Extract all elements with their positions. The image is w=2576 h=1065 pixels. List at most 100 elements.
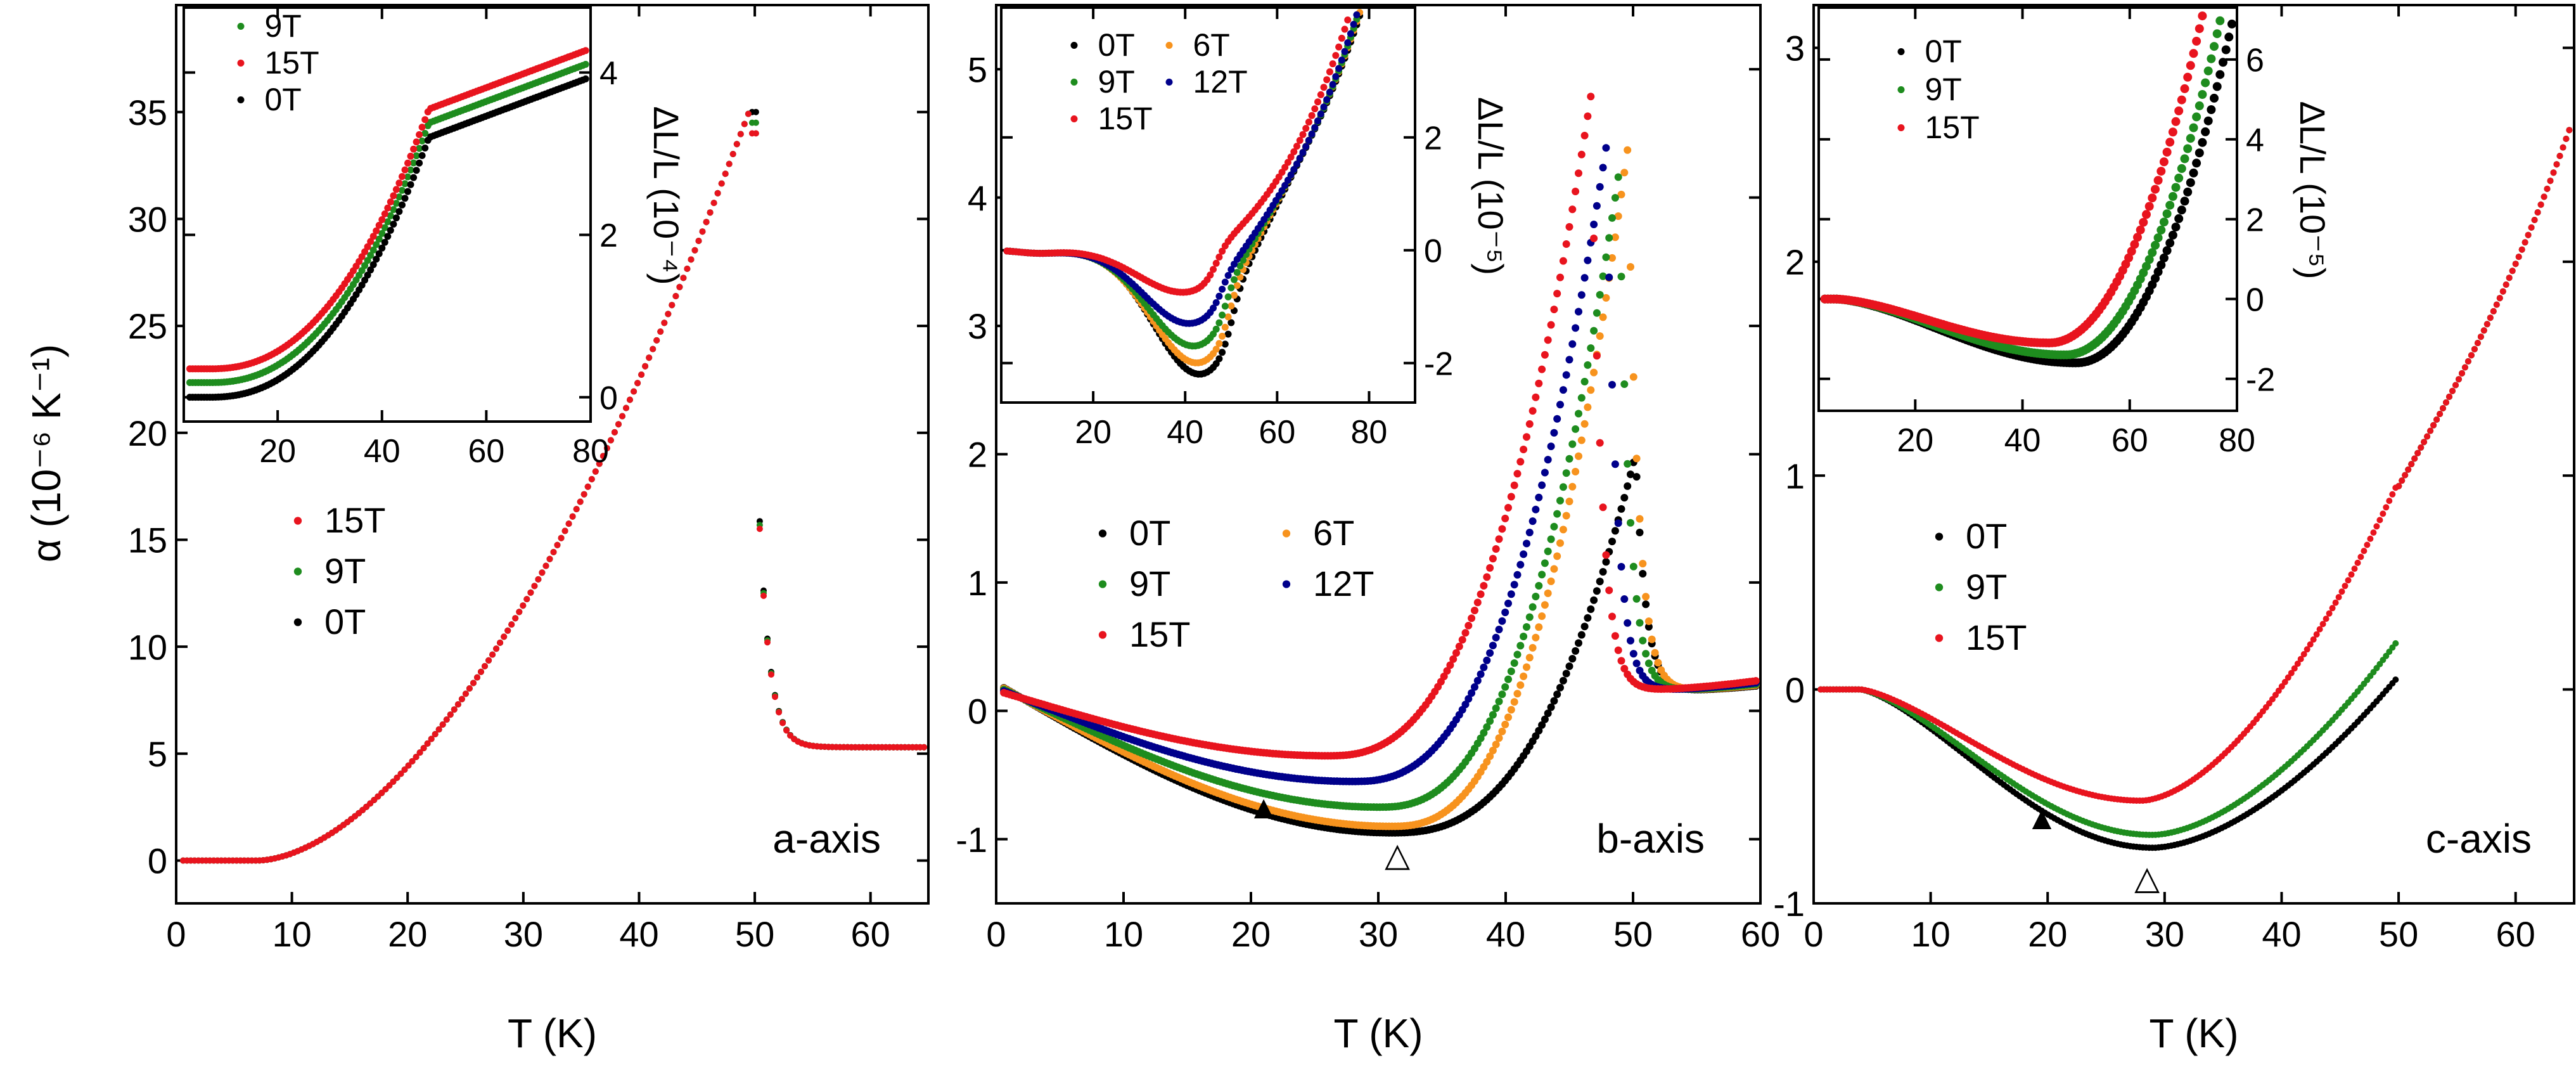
panel-b-point-15T	[1504, 503, 1512, 512]
panel-b-point-6T	[1562, 512, 1570, 520]
panel-a-series-15T	[180, 110, 928, 864]
panel-b-point-6T	[1644, 617, 1653, 625]
panel-c-point-15T	[2477, 333, 2484, 340]
panel-b-inset-x-tick-label: 60	[1259, 414, 1295, 451]
panel-c-main-legend-label-9T: 9T	[1966, 567, 2007, 607]
panel-a-point-15T	[531, 583, 538, 590]
panel-b-inset-point-12T	[1308, 130, 1316, 138]
panel-a-inset-point-0T	[375, 250, 383, 257]
panel-b-point-15T	[1541, 351, 1549, 359]
panel-b-point-12T	[1627, 636, 1634, 645]
panel-c-inset-point-15T	[2153, 176, 2163, 185]
panel-b-point-9T	[1639, 636, 1647, 645]
panel-c-point-15T	[2553, 161, 2560, 168]
panel-b-point-15T	[1480, 582, 1488, 590]
panel-b-point-6T	[1568, 482, 1577, 491]
panel-b-inset-point-12T	[1332, 73, 1340, 81]
panel-a-point-9T	[752, 119, 759, 126]
panel-c-point-15T	[2348, 571, 2355, 578]
panel-b-inset-point-12T	[1320, 103, 1328, 111]
panel-a-inset-y-tick-label: 0	[599, 380, 618, 416]
panel-b-point-12T	[1559, 386, 1567, 394]
panel-b-inset-point-12T	[1314, 117, 1321, 125]
panel-b-y-tick-label: 2	[968, 435, 987, 475]
panel-b-inset-y-tick-label: -2	[1424, 345, 1453, 382]
panel-a-inset-point-0T	[364, 271, 371, 279]
panel-a-point-15T	[428, 735, 435, 742]
panel-c-point-15T	[2284, 674, 2291, 681]
panel-b-point-6T	[1535, 623, 1543, 631]
panel-b-point-6T	[1559, 526, 1567, 534]
panel-b-inset-point-12T	[1341, 48, 1349, 55]
panel-a-point-15T	[726, 160, 733, 167]
panel-c-point-15T	[2496, 295, 2503, 302]
panel-b-point-15T	[1458, 636, 1466, 644]
panel-c-point-15T	[2345, 577, 2352, 584]
panel-b-point-9T	[1556, 496, 1564, 505]
panel-b-inset-point-12T	[1350, 20, 1357, 28]
panel-b-point-9T	[1617, 273, 1625, 281]
panel-c-x-tick-label: 60	[2496, 914, 2535, 954]
panel-b-point-12T	[1483, 656, 1491, 664]
panel-a-main-legend-marker-15T	[293, 517, 302, 525]
panel-a-inset-point-15T	[369, 233, 377, 240]
panel-b-point-12T	[1498, 617, 1506, 625]
panel-b-point-12T	[1592, 202, 1601, 210]
panel-b-point-9T	[1507, 668, 1515, 675]
panel-a-inset-point-0T	[392, 214, 400, 222]
panel-c-inset-point-0T	[2215, 70, 2225, 79]
panel-a-inset-point-15T	[410, 145, 418, 153]
panel-b-inset-point-15T	[1329, 60, 1336, 68]
panel-b-inset-point-12T	[1278, 187, 1286, 195]
panel-c-inset-x-tick-label: 40	[2004, 422, 2041, 459]
panel-b-point-9T	[1587, 344, 1595, 352]
panel-b-point-12T	[1477, 670, 1485, 678]
panel-a-point-15T	[627, 396, 633, 403]
panel-b-point-0T	[1550, 697, 1558, 705]
panel-a-point-15T	[523, 596, 530, 603]
panel-b-inset-x-tick-label: 20	[1075, 414, 1112, 451]
panel-b-point-6T	[1572, 468, 1580, 475]
panel-c-inset-point-0T	[2195, 148, 2204, 158]
panel-c-inset-point-0T	[2165, 238, 2175, 248]
panel-b-point-0T	[1538, 721, 1546, 729]
panel-a-inset-point-9T	[390, 206, 397, 214]
panel-c-point-15T	[2291, 665, 2298, 672]
panel-b-point-12T	[1507, 590, 1515, 598]
panel-b-inset-x-tick-label: 80	[1351, 414, 1388, 451]
panel-c-point-15T	[2332, 599, 2339, 606]
panel-b-point-6T	[1486, 752, 1494, 760]
panel-c-point-15T	[2405, 466, 2412, 473]
panel-a-point-15T	[714, 190, 721, 197]
panel-b-point-9T	[1480, 729, 1488, 737]
panel-a-point-15T	[607, 437, 614, 444]
panel-a-point-15T	[718, 180, 725, 187]
panel-b-inset-legend-marker-9T	[1070, 79, 1078, 86]
panel-b-point-12T	[1501, 609, 1509, 616]
panel-c-point-15T	[2437, 411, 2444, 417]
panel-a-point-15T	[420, 745, 427, 752]
panel-a-inset-point-15T	[582, 47, 589, 55]
panel-a-y-tick-label: 5	[148, 734, 167, 774]
panel-a-x-tick-label: 40	[619, 914, 658, 954]
panel-b-point-9T	[1572, 425, 1580, 433]
panel-c-point-15T	[2468, 352, 2475, 359]
panel-a-inset-series-15T	[186, 47, 589, 373]
panel-b-point-12T	[1525, 529, 1534, 536]
panel-b-point-9T	[1535, 582, 1543, 590]
panel-b-inset-y-tick-label: 0	[1424, 233, 1442, 269]
panel-c-inset-point-15T	[2195, 24, 2204, 34]
panel-c-point-15T	[2490, 308, 2497, 314]
panel-b-point-6T	[1608, 254, 1616, 262]
panel-b-point-9T	[1632, 595, 1641, 603]
panel-c-y-tick-label: -1	[1773, 884, 1805, 924]
panel-a-point-15T	[729, 151, 736, 157]
panel-b-point-12T	[1492, 633, 1500, 642]
panel-a-point-15T	[565, 520, 572, 527]
panel-a-inset-point-9T	[413, 152, 420, 160]
panel-a-inset-point-15T	[404, 159, 411, 167]
panel-a-inset-point-15T	[381, 210, 388, 217]
panel-c-point-15T	[2512, 261, 2519, 268]
panel-b-point-0T	[1642, 600, 1650, 609]
panel-c-point-9T	[2392, 640, 2399, 647]
